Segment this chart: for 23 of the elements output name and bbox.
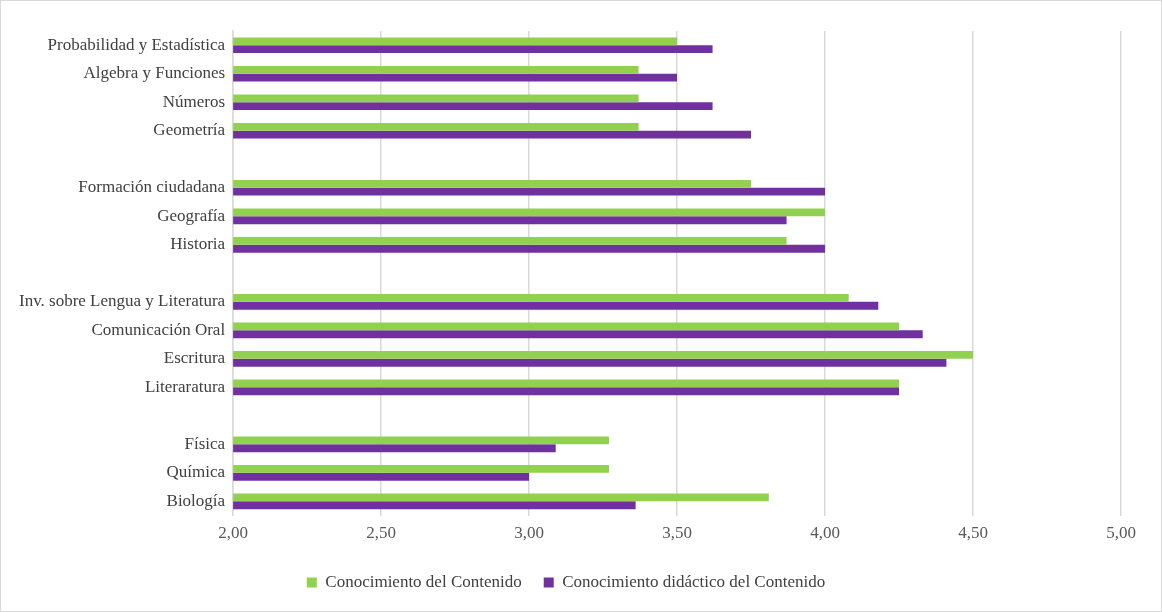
- y-tick-label: Probabilidad y Estadística: [47, 34, 226, 54]
- x-tick-label: 3,50: [662, 523, 692, 543]
- x-tick-label: 3,00: [514, 523, 544, 543]
- y-tick-label: Biología: [166, 490, 226, 510]
- y-tick-label: Algebra y Funciones: [83, 63, 226, 83]
- x-tick-label: 5,00: [1106, 523, 1136, 543]
- y-tick-label: Física: [184, 433, 226, 453]
- x-tick-label: 2,50: [366, 523, 396, 543]
- y-tick-label: Formación ciudadana: [78, 177, 226, 197]
- y-tick-label: Geometría: [153, 120, 226, 140]
- y-tick-label: Historia: [170, 234, 226, 254]
- x-tick-label: 2,00: [218, 523, 248, 543]
- legend-label: Conocimiento didáctico del Contenido: [562, 571, 826, 591]
- y-tick-label: Comunicación Oral: [91, 319, 226, 339]
- y-tick-label: Geografía: [157, 205, 226, 225]
- y-tick-label: Química: [166, 462, 226, 482]
- x-tick-label: 4,50: [958, 523, 988, 543]
- y-tick-label: Números: [162, 91, 226, 111]
- y-tick-label: Literaratura: [144, 376, 226, 396]
- y-tick-label: Escritura: [163, 348, 226, 368]
- y-tick-label: Inv. sobre Lengua y Literatura: [18, 291, 226, 311]
- legend-label: Conocimiento del Contenido: [325, 571, 522, 591]
- x-tick-label: 4,00: [810, 523, 840, 543]
